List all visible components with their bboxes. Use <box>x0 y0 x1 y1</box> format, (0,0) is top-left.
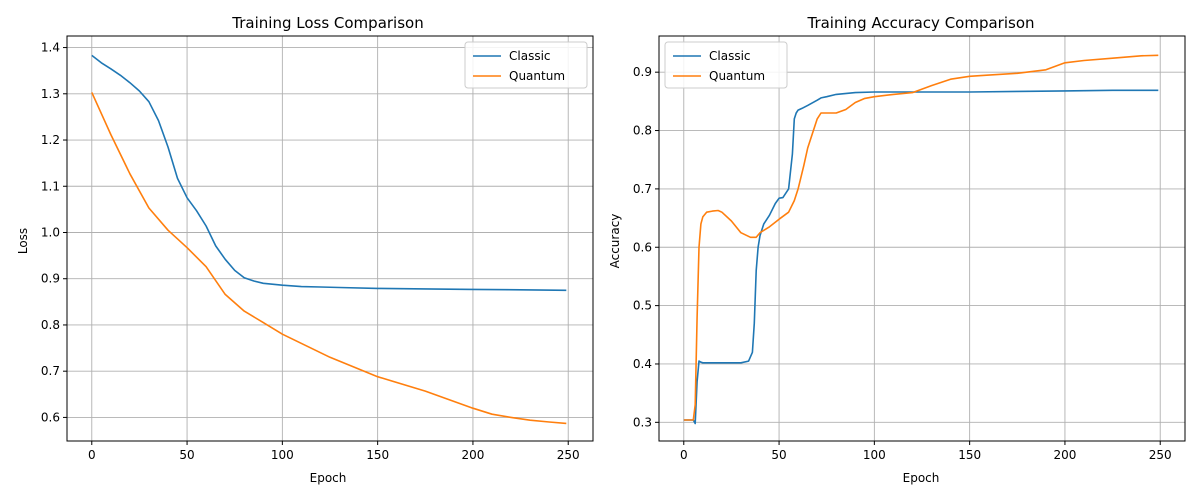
accuracy-x-tick-label: 200 <box>1053 448 1076 462</box>
accuracy-y-tick-label: 0.5 <box>633 299 652 313</box>
loss-chart-title: Training Loss Comparison <box>231 14 423 32</box>
accuracy-legend-label-quantum: Quantum <box>709 69 765 83</box>
accuracy-x-tick-label: 150 <box>958 448 981 462</box>
loss-y-tick-label: 0.9 <box>41 272 60 286</box>
accuracy-series-quantum-line <box>683 54 1159 421</box>
loss-y-tick-label: 1.2 <box>41 133 60 147</box>
loss-y-tick-label: 1.3 <box>41 87 60 101</box>
accuracy-x-tick-label: 100 <box>863 448 886 462</box>
loss-x-tick-label: 0 <box>88 448 96 462</box>
accuracy-x-tick-label: 50 <box>771 448 786 462</box>
accuracy-chart-panel: Training Accuracy Comparison Epoch Accur… <box>608 14 1186 485</box>
loss-x-tick-label: 200 <box>461 448 484 462</box>
loss-legend-label-classic: Classic <box>509 49 551 63</box>
loss-series-quantum-line <box>91 92 567 425</box>
accuracy-x-tick-label: 0 <box>680 448 688 462</box>
loss-chart-panel: Training Loss Comparison Epoch Loss 0 50 1… <box>16 14 594 485</box>
accuracy-y-tick-label: 0.7 <box>633 182 652 196</box>
accuracy-y-tick-label: 0.9 <box>633 65 652 79</box>
accuracy-plot-frame <box>658 35 1186 442</box>
loss-x-tick-label: 100 <box>271 448 294 462</box>
loss-legend-label-quantum: Quantum <box>509 69 565 83</box>
loss-legend: Classic Quantum <box>464 41 588 89</box>
loss-y-tick-label: 0.6 <box>41 410 60 424</box>
loss-plot-frame <box>66 35 594 442</box>
accuracy-legend-label-classic: Classic <box>709 49 751 63</box>
loss-y-tick-label: 1.0 <box>41 225 60 239</box>
loss-x-axis-label: Epoch <box>310 471 347 485</box>
accuracy-x-tick-label: 250 <box>1149 448 1172 462</box>
loss-y-tick-label: 0.7 <box>41 364 60 378</box>
loss-x-tick-label: 150 <box>366 448 389 462</box>
accuracy-y-tick-label: 0.8 <box>633 124 652 138</box>
loss-y-tick-label: 1.4 <box>41 41 60 55</box>
accuracy-y-tick-label: 0.4 <box>633 357 652 371</box>
accuracy-y-tick-label: 0.3 <box>633 415 652 429</box>
accuracy-chart-title: Training Accuracy Comparison <box>806 14 1034 32</box>
accuracy-legend: Classic Quantum <box>664 41 788 89</box>
accuracy-y-tick-label: 0.6 <box>633 240 652 254</box>
loss-series-classic-line <box>91 54 567 292</box>
accuracy-series-classic-line <box>683 89 1159 425</box>
loss-y-tick-label: 0.8 <box>41 318 60 332</box>
loss-x-tick-label: 50 <box>179 448 194 462</box>
accuracy-y-axis-label: Accuracy <box>608 214 622 269</box>
loss-y-axis-label: Loss <box>16 228 30 254</box>
loss-y-tick-label: 1.1 <box>41 179 60 193</box>
accuracy-x-axis-label: Epoch <box>903 471 940 485</box>
loss-x-tick-label: 250 <box>557 448 580 462</box>
